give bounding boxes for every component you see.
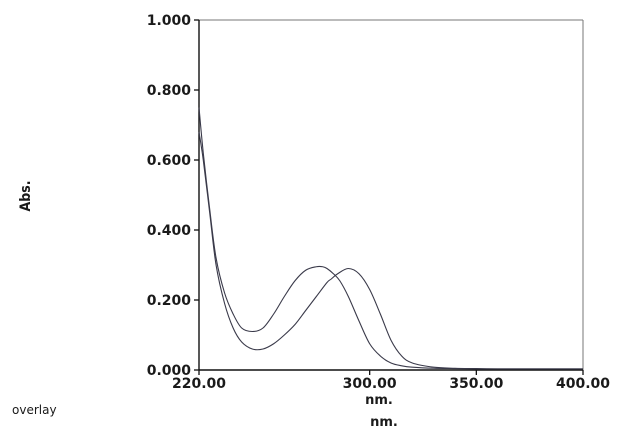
- y-axis-label: Abs.: [18, 180, 34, 211]
- y-tick-label: 0.200: [147, 293, 192, 309]
- footer-overlay-label: overlay: [12, 403, 57, 417]
- y-tick-label: 1.000: [147, 13, 192, 29]
- series-line-1: [198, 131, 583, 370]
- y-tick-label: 0.400: [147, 223, 192, 239]
- series-layer: [198, 107, 583, 370]
- x-tick-label: 350.00: [449, 376, 503, 392]
- y-tick-label: 0.800: [147, 83, 192, 99]
- y-tick-label: 0.600: [147, 153, 192, 169]
- x-tick-label: 300.00: [343, 376, 397, 392]
- tick-layer: 0.000 0.200 0.400 0.600 0.800 1.000 220.00 300.…: [147, 13, 611, 392]
- footer-unit-label: nm.: [370, 415, 398, 428]
- y-tick-label: 0.000: [147, 363, 192, 379]
- series-line-2: [198, 107, 583, 370]
- x-axis-label: nm.: [365, 393, 393, 408]
- plot-frame: [198, 19, 584, 371]
- x-tick-label: 400.00: [556, 376, 610, 392]
- x-tick-label: 220.00: [172, 376, 226, 392]
